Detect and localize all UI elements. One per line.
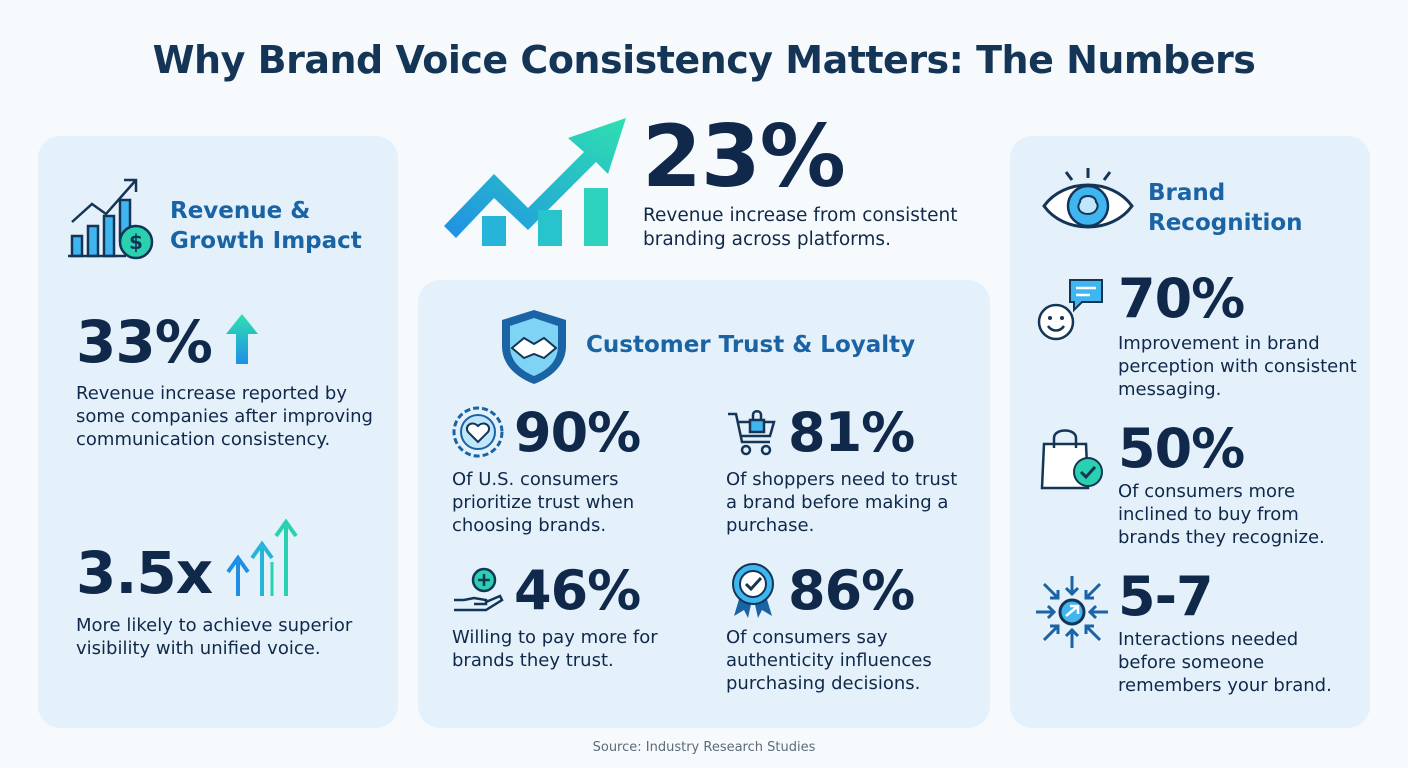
smile-chat-icon bbox=[1036, 276, 1106, 342]
stat-description: Of consumers say authenticity influences… bbox=[726, 627, 932, 694]
page-title: Why Brand Voice Consistency Matters: The… bbox=[152, 38, 1256, 82]
trend-arrow-icon bbox=[444, 118, 628, 246]
hero-value: 23% bbox=[642, 107, 846, 207]
stat-value: 3.5x bbox=[76, 539, 213, 607]
stat-value: 46% bbox=[514, 559, 641, 622]
revenue-heading: Revenue & Growth Impact bbox=[170, 198, 362, 254]
stat-value: 5-7 bbox=[1118, 565, 1214, 628]
stat-value: 86% bbox=[788, 559, 915, 622]
focus-arrows-icon bbox=[1034, 574, 1110, 650]
rising-arrows-icon bbox=[224, 518, 304, 598]
arrow-up-icon bbox=[224, 312, 260, 366]
svg-text:$: $ bbox=[129, 230, 143, 254]
stat-description: Of U.S. consumers prioritize trust when … bbox=[452, 469, 635, 536]
stat-value: 50% bbox=[1118, 417, 1245, 480]
cart-lock-icon bbox=[726, 406, 778, 458]
stat-description: More likely to achieve superior visibili… bbox=[76, 615, 353, 659]
stat-description: Willing to pay more for brands they trus… bbox=[452, 627, 658, 671]
bar-chart-dollar-icon: $ bbox=[66, 176, 158, 268]
stat-description: Interactions needed before someone remem… bbox=[1118, 629, 1332, 696]
stat-value: 81% bbox=[788, 401, 915, 464]
trust-heading: Customer Trust & Loyalty bbox=[586, 332, 916, 358]
stat-description: Of consumers more inclined to buy from b… bbox=[1118, 481, 1325, 548]
stat-value: 70% bbox=[1118, 267, 1245, 330]
stat-description: Revenue increase reported by some compan… bbox=[76, 383, 373, 450]
stat-value: 90% bbox=[514, 401, 641, 464]
hand-plus-icon bbox=[452, 566, 504, 618]
recognition-heading: Brand Recognition bbox=[1148, 180, 1303, 236]
heart-badge-icon bbox=[452, 406, 504, 458]
bag-check-icon bbox=[1040, 426, 1104, 490]
eye-brain-icon bbox=[1040, 166, 1136, 238]
source-note: Source: Industry Research Studies bbox=[592, 740, 816, 755]
stat-description: Of shoppers need to trust a brand before… bbox=[726, 469, 958, 536]
handshake-shield-icon bbox=[496, 308, 572, 384]
stat-description: Improvement in brand perception with con… bbox=[1118, 333, 1357, 400]
check-ribbon-icon bbox=[730, 562, 776, 618]
hero-description: Revenue increase from consistent brandin… bbox=[643, 205, 958, 250]
stat-value: 33% bbox=[76, 308, 213, 376]
